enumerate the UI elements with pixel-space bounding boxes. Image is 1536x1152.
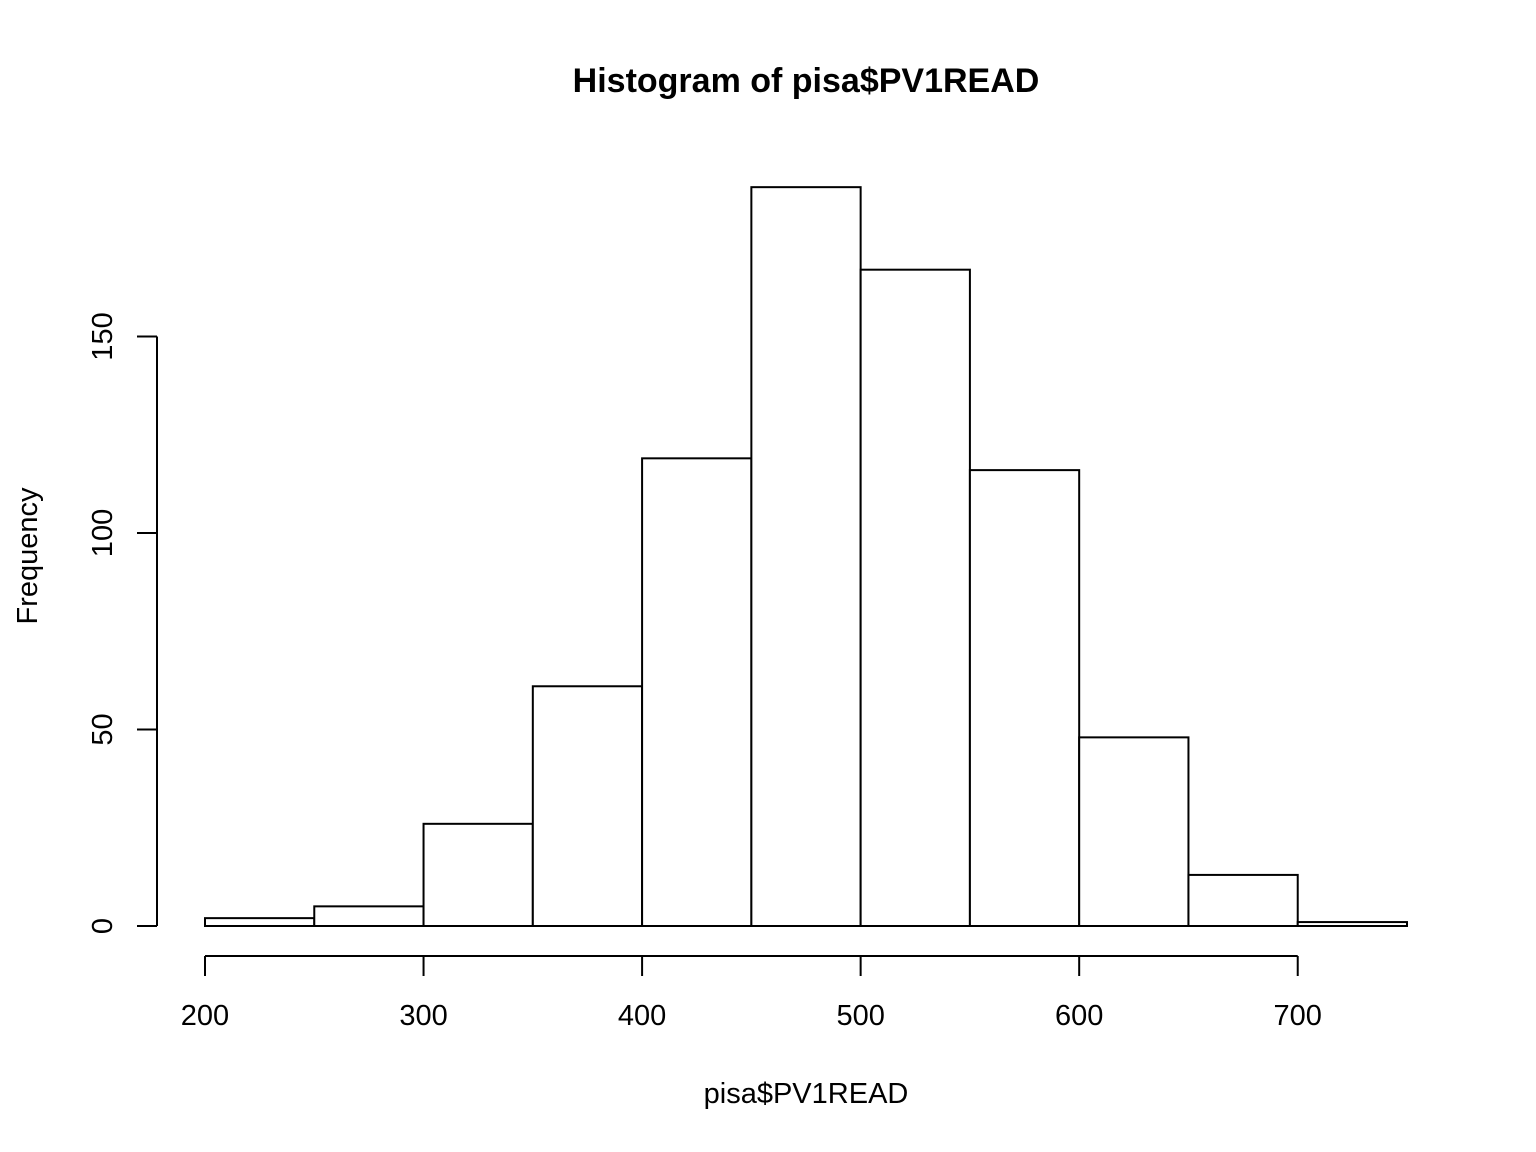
- histogram-bar-2: [422, 822, 534, 928]
- y-tick-label-3: 150: [87, 312, 119, 360]
- bars-group: [204, 186, 1409, 928]
- x-tick-label-5: 700: [1274, 1000, 1322, 1032]
- histogram-bar-9: [1187, 873, 1299, 927]
- x-tick-label-0: 200: [181, 1000, 229, 1032]
- y-axis: 0 50 100 150: [87, 312, 158, 934]
- y-tick-label-1: 50: [87, 713, 119, 745]
- x-tick-label-2: 400: [618, 1000, 666, 1032]
- chart-title: Histogram of pisa$PV1READ: [573, 62, 1040, 100]
- x-axis: 200 300 400 500 600 700: [181, 955, 1322, 1032]
- histogram-bar-3: [531, 685, 644, 928]
- histogram-bar-7: [968, 469, 1081, 927]
- histogram-bar-5: [750, 186, 862, 928]
- x-tick-label-3: 500: [836, 1000, 884, 1032]
- x-tick-label-4: 600: [1055, 1000, 1103, 1032]
- histogram-bar-10: [1296, 921, 1409, 928]
- histogram-bar-6: [859, 268, 971, 927]
- y-axis-label: Frequency: [12, 487, 44, 625]
- x-axis-label: pisa$PV1READ: [704, 1078, 909, 1110]
- y-tick-label-0: 0: [87, 918, 119, 934]
- histogram-bar-1: [313, 905, 425, 927]
- histogram-bar-4: [641, 457, 753, 927]
- y-tick-label-2: 100: [87, 509, 119, 557]
- x-tick-label-1: 300: [399, 1000, 447, 1032]
- histogram-bar-8: [1078, 736, 1190, 927]
- histogram-bar-0: [204, 917, 316, 928]
